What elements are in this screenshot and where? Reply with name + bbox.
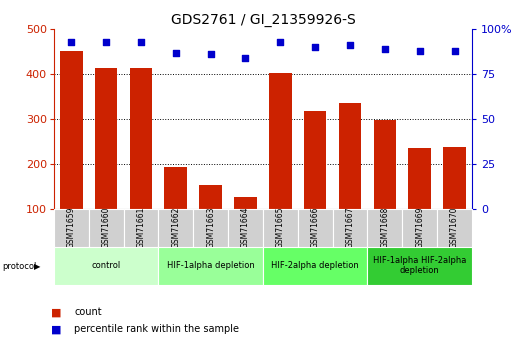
Text: ▶: ▶	[34, 262, 41, 271]
Bar	[89, 209, 124, 247]
Bar	[159, 247, 263, 285]
Point	[450, 48, 459, 53]
Point	[416, 48, 424, 53]
Bar	[200, 185, 222, 254]
Text: HIF-2alpha depletion: HIF-2alpha depletion	[271, 261, 359, 270]
Point	[242, 55, 250, 61]
Text: HIF-1alpha HIF-2alpha
depletion: HIF-1alpha HIF-2alpha depletion	[373, 256, 466, 275]
Bar	[443, 147, 466, 254]
Bar	[54, 247, 159, 285]
Bar	[159, 209, 193, 247]
Bar	[339, 104, 361, 254]
Bar	[234, 197, 257, 254]
Text: HIF-1alpha depletion: HIF-1alpha depletion	[167, 261, 254, 270]
Text: GSM71668: GSM71668	[380, 207, 389, 248]
Text: ■: ■	[51, 325, 62, 334]
Point	[311, 45, 319, 50]
Bar	[304, 111, 326, 254]
Text: ■: ■	[51, 307, 62, 317]
Point	[276, 39, 284, 45]
Bar	[263, 247, 367, 285]
Text: GSM71665: GSM71665	[276, 207, 285, 248]
Bar	[373, 120, 396, 254]
Point	[137, 39, 145, 45]
Text: GSM71669: GSM71669	[415, 207, 424, 248]
Bar	[165, 167, 187, 254]
Bar	[437, 209, 472, 247]
Bar	[193, 209, 228, 247]
Text: GSM71662: GSM71662	[171, 207, 180, 248]
Bar	[263, 209, 298, 247]
Text: protocol: protocol	[3, 262, 37, 271]
Point	[381, 46, 389, 52]
Text: control: control	[91, 261, 121, 270]
Title: GDS2761 / GI_21359926-S: GDS2761 / GI_21359926-S	[170, 13, 356, 27]
Point	[172, 50, 180, 56]
Point	[207, 52, 215, 57]
Text: GSM71661: GSM71661	[136, 207, 146, 248]
Bar	[408, 148, 431, 254]
Bar	[298, 209, 332, 247]
Bar	[402, 209, 437, 247]
Bar	[228, 209, 263, 247]
Point	[102, 39, 110, 45]
Bar	[269, 73, 292, 254]
Point	[346, 43, 354, 48]
Text: percentile rank within the sample: percentile rank within the sample	[74, 325, 240, 334]
Text: GSM71664: GSM71664	[241, 207, 250, 248]
Bar	[124, 209, 159, 247]
Text: GSM71660: GSM71660	[102, 207, 111, 248]
Bar	[367, 247, 472, 285]
Text: GSM71667: GSM71667	[346, 207, 354, 248]
Text: GSM71666: GSM71666	[311, 207, 320, 248]
Text: count: count	[74, 307, 102, 317]
Bar	[130, 68, 152, 254]
Text: GSM71670: GSM71670	[450, 207, 459, 248]
Point	[67, 39, 75, 45]
Bar	[54, 209, 89, 247]
Bar	[332, 209, 367, 247]
Bar	[60, 51, 83, 254]
Text: GSM71659: GSM71659	[67, 207, 76, 248]
Bar	[95, 68, 117, 254]
Text: GSM71663: GSM71663	[206, 207, 215, 248]
Bar	[367, 209, 402, 247]
